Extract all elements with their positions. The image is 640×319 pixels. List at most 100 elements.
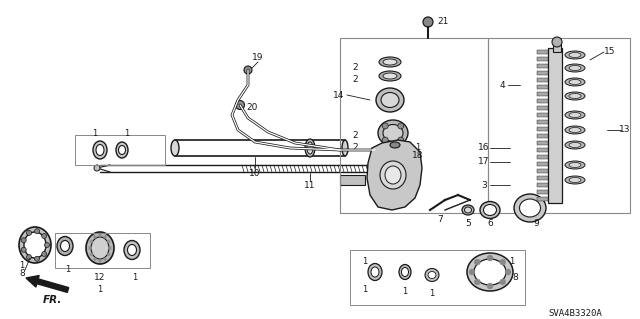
Ellipse shape bbox=[483, 204, 497, 216]
Circle shape bbox=[398, 123, 404, 129]
Ellipse shape bbox=[514, 194, 546, 222]
Text: 1: 1 bbox=[124, 130, 130, 138]
Text: 20: 20 bbox=[246, 102, 258, 112]
Text: 8: 8 bbox=[19, 269, 25, 278]
Ellipse shape bbox=[305, 139, 315, 157]
Ellipse shape bbox=[569, 65, 581, 70]
Bar bbox=[537, 57, 548, 61]
Bar bbox=[553, 42, 561, 52]
Ellipse shape bbox=[171, 140, 179, 156]
Ellipse shape bbox=[379, 71, 401, 81]
Circle shape bbox=[93, 235, 97, 238]
Ellipse shape bbox=[378, 120, 408, 146]
Text: 12: 12 bbox=[94, 273, 106, 283]
Text: 10: 10 bbox=[249, 168, 260, 177]
Ellipse shape bbox=[86, 232, 114, 264]
Bar bbox=[537, 78, 548, 82]
Circle shape bbox=[487, 255, 493, 261]
Circle shape bbox=[474, 259, 480, 265]
Text: 1: 1 bbox=[19, 261, 24, 270]
Ellipse shape bbox=[565, 51, 585, 59]
Bar bbox=[537, 148, 548, 152]
Bar bbox=[488, 38, 630, 213]
Circle shape bbox=[244, 66, 252, 74]
Circle shape bbox=[469, 269, 475, 275]
Ellipse shape bbox=[116, 142, 128, 158]
Bar bbox=[537, 64, 548, 68]
Ellipse shape bbox=[565, 92, 585, 100]
Circle shape bbox=[42, 234, 47, 239]
Bar bbox=[537, 169, 548, 173]
Text: 5: 5 bbox=[465, 219, 471, 227]
Circle shape bbox=[42, 251, 47, 256]
Ellipse shape bbox=[379, 57, 401, 67]
Ellipse shape bbox=[569, 162, 581, 167]
Ellipse shape bbox=[371, 267, 379, 277]
Bar bbox=[75, 135, 165, 165]
Ellipse shape bbox=[565, 161, 585, 169]
Circle shape bbox=[398, 137, 404, 143]
Circle shape bbox=[21, 247, 26, 252]
Text: 8: 8 bbox=[512, 273, 518, 283]
Ellipse shape bbox=[383, 124, 403, 142]
Circle shape bbox=[505, 269, 511, 275]
Ellipse shape bbox=[118, 145, 125, 154]
Circle shape bbox=[382, 137, 388, 143]
Polygon shape bbox=[340, 175, 365, 185]
Ellipse shape bbox=[565, 126, 585, 134]
Ellipse shape bbox=[383, 73, 397, 79]
Circle shape bbox=[21, 238, 26, 243]
Ellipse shape bbox=[379, 143, 401, 153]
Ellipse shape bbox=[565, 176, 585, 184]
Bar bbox=[537, 155, 548, 159]
Polygon shape bbox=[367, 140, 422, 210]
Ellipse shape bbox=[379, 157, 401, 167]
Circle shape bbox=[93, 258, 97, 261]
Ellipse shape bbox=[383, 145, 397, 151]
Ellipse shape bbox=[520, 199, 541, 217]
Text: 2: 2 bbox=[352, 130, 358, 139]
Ellipse shape bbox=[565, 64, 585, 72]
Text: 4: 4 bbox=[499, 80, 505, 90]
Circle shape bbox=[109, 247, 111, 249]
Text: 1: 1 bbox=[132, 273, 138, 283]
Bar bbox=[537, 127, 548, 131]
Circle shape bbox=[90, 240, 93, 243]
Circle shape bbox=[26, 230, 31, 235]
Ellipse shape bbox=[19, 227, 51, 263]
Text: FR.: FR. bbox=[42, 295, 61, 305]
Bar bbox=[55, 233, 150, 268]
Text: 2: 2 bbox=[352, 144, 358, 152]
Text: 6: 6 bbox=[487, 219, 493, 228]
Text: 1: 1 bbox=[65, 265, 70, 275]
Circle shape bbox=[500, 259, 506, 265]
Circle shape bbox=[99, 259, 102, 263]
Ellipse shape bbox=[467, 253, 513, 291]
Ellipse shape bbox=[127, 244, 136, 256]
Circle shape bbox=[35, 229, 40, 234]
Ellipse shape bbox=[565, 141, 585, 149]
Text: 1: 1 bbox=[429, 288, 435, 298]
Text: 1: 1 bbox=[92, 130, 98, 138]
Circle shape bbox=[107, 253, 110, 256]
Ellipse shape bbox=[462, 205, 474, 215]
Ellipse shape bbox=[399, 264, 411, 279]
Ellipse shape bbox=[91, 237, 109, 259]
Text: 17: 17 bbox=[478, 158, 490, 167]
Circle shape bbox=[35, 256, 40, 261]
Ellipse shape bbox=[569, 93, 581, 99]
Ellipse shape bbox=[401, 268, 408, 277]
Text: 2: 2 bbox=[352, 76, 358, 85]
Text: 1: 1 bbox=[403, 287, 408, 296]
Ellipse shape bbox=[380, 161, 406, 189]
Bar bbox=[537, 99, 548, 103]
Circle shape bbox=[104, 235, 106, 238]
Text: SVA4B3320A: SVA4B3320A bbox=[548, 308, 602, 317]
Text: 2: 2 bbox=[352, 63, 358, 72]
Ellipse shape bbox=[61, 241, 70, 251]
Ellipse shape bbox=[383, 59, 397, 65]
Bar bbox=[537, 183, 548, 187]
Text: 1: 1 bbox=[415, 144, 420, 152]
Bar bbox=[548, 48, 562, 203]
Text: 7: 7 bbox=[437, 216, 443, 225]
